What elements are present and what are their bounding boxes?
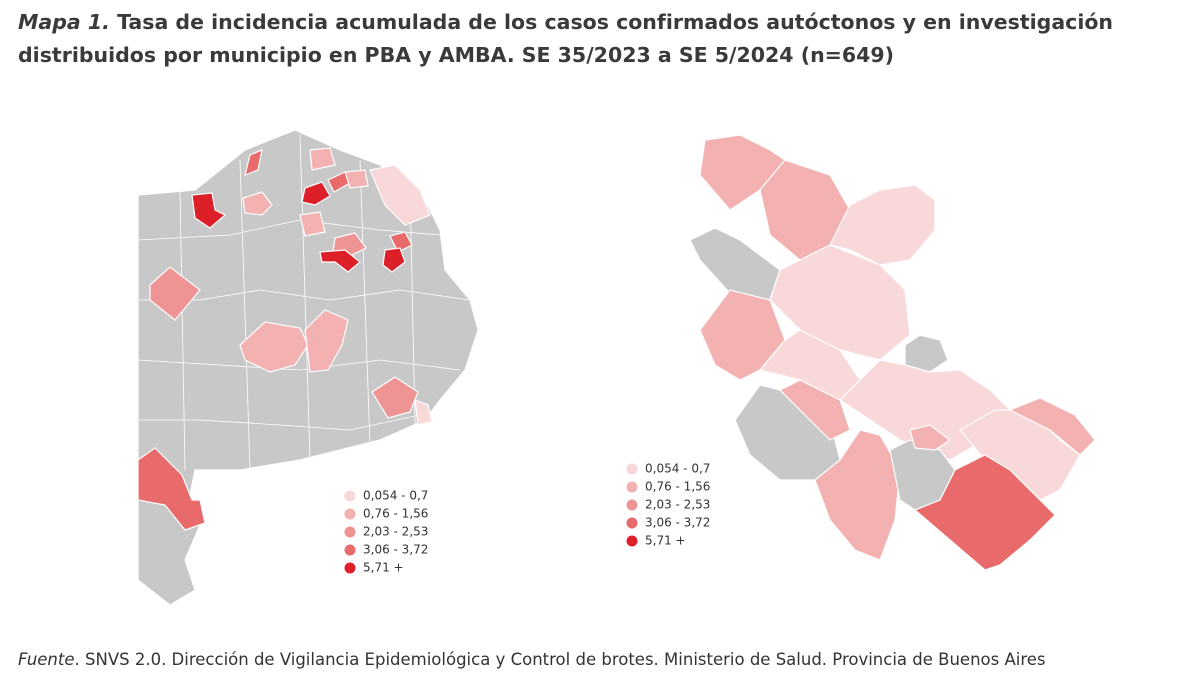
legend-label: 2,03 - 2,53 (363, 525, 428, 539)
district (909, 424, 952, 451)
district (242, 191, 273, 216)
title-label: Mapa 1. (18, 10, 110, 34)
district (309, 147, 336, 171)
title: Mapa 1. Tasa de incidencia acumulada de … (18, 6, 1188, 72)
maps: 0,054 - 0,7 0,76 - 1,56 2,03 - 2,53 3,06 - … (137, 129, 1096, 606)
legend-swatch (344, 544, 356, 556)
legend-label: 5,71 + (363, 561, 404, 575)
legend-label: 3,06 - 3,72 (363, 543, 428, 557)
pba-map (137, 129, 479, 606)
legend-swatch (626, 535, 638, 547)
district (382, 247, 406, 273)
source-text: . SNVS 2.0. Dirección de Vigilancia Epid… (74, 650, 1046, 669)
district (778, 379, 851, 441)
district (913, 454, 1056, 571)
district (829, 184, 936, 266)
legend-label: 5,71 + (645, 534, 686, 548)
legend-swatch (626, 481, 638, 493)
legend-label: 0,76 - 1,56 (645, 480, 710, 494)
legend-swatch (344, 562, 356, 574)
district (191, 192, 227, 229)
legend-swatch (626, 463, 638, 475)
legend-label: 2,03 - 2,53 (645, 498, 710, 512)
source: Fuente. SNVS 2.0. Dirección de Vigilanci… (18, 650, 1046, 669)
legend-swatch (344, 508, 356, 520)
legend-label: 0,76 - 1,56 (363, 507, 428, 521)
district (389, 231, 413, 253)
legend-label: 0,054 - 0,7 (363, 489, 428, 503)
district (414, 399, 433, 426)
district (344, 169, 369, 189)
district (304, 309, 349, 373)
legend-swatch (344, 490, 356, 502)
legend-swatch (626, 499, 638, 511)
district-lines (137, 134, 471, 471)
district (137, 447, 206, 531)
district (149, 266, 201, 321)
district (299, 211, 326, 237)
amba-map (689, 134, 1096, 571)
district (239, 321, 309, 373)
district (301, 181, 331, 206)
district (1008, 397, 1096, 456)
source-label: Fuente (18, 650, 75, 669)
district (814, 429, 901, 561)
legend-swatch (626, 517, 638, 529)
title-text: Tasa de incidencia acumulada de los caso… (18, 10, 1114, 67)
district (244, 149, 263, 176)
district (319, 249, 361, 273)
district (371, 376, 419, 419)
legend-label: 3,06 - 3,72 (645, 516, 710, 530)
legend-label: 0,054 - 0,7 (645, 462, 710, 476)
district (369, 164, 431, 226)
legend-swatch (344, 526, 356, 538)
